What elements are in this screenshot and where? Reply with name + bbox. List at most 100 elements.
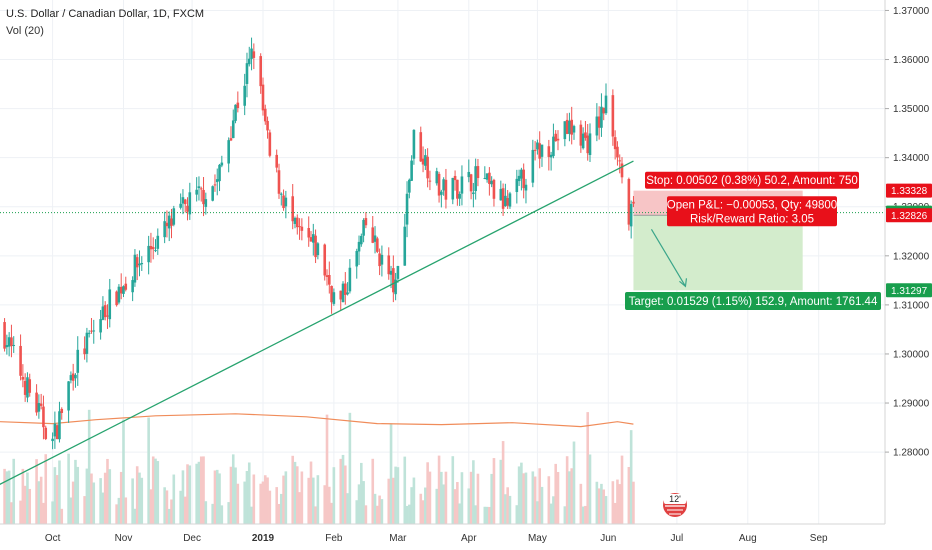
- volume-bar: [170, 499, 173, 524]
- volume-bar: [99, 478, 102, 524]
- volume-bar: [259, 483, 262, 524]
- candle-body: [613, 137, 617, 150]
- trendline[interactable]: [0, 160, 634, 489]
- volume-bar: [23, 485, 27, 524]
- candle-body: [67, 381, 70, 411]
- candle-body: [106, 315, 109, 317]
- snapshot-logo[interactable]: 12': [663, 493, 687, 517]
- volume-bar: [60, 508, 64, 524]
- volume-bar: [515, 505, 519, 524]
- candle-body: [460, 176, 464, 194]
- candle-body: [71, 373, 75, 381]
- volume-bar: [328, 486, 331, 524]
- candle-body: [167, 215, 171, 229]
- volume-bar: [245, 470, 249, 524]
- volume-bar: [311, 477, 315, 524]
- volume-bar: [21, 468, 25, 524]
- volume-bar: [42, 502, 45, 524]
- candle-body: [245, 63, 249, 84]
- candle-body: [252, 51, 256, 58]
- candle-body: [378, 253, 381, 267]
- open-pl-box[interactable]: Open P&L: −0.00053, Qty: 49800 Risk/Rewa…: [667, 196, 837, 227]
- candle-body: [7, 337, 11, 347]
- volume-bar: [579, 483, 583, 524]
- candle-body: [298, 226, 301, 228]
- stop-label-box[interactable]: Stop: 0.00502 (0.38%) 50.2, Amount: 750: [645, 171, 859, 189]
- candle-body: [408, 179, 411, 193]
- volume-bar: [103, 472, 107, 524]
- candle-body: [231, 120, 235, 139]
- volume-bar: [357, 484, 361, 524]
- candle-body: [220, 162, 224, 166]
- volume-bar: [10, 502, 13, 524]
- candle-body: [451, 177, 455, 200]
- volume-bar: [389, 423, 393, 524]
- time-tick-label: Oct: [45, 533, 61, 544]
- price-tick-label: 1.36000: [893, 55, 930, 66]
- candle-body: [458, 193, 461, 199]
- candle-body: [536, 142, 539, 150]
- candle-body: [186, 205, 189, 212]
- candle-body: [74, 374, 77, 379]
- volume-bar: [428, 471, 432, 524]
- candle-body: [604, 95, 608, 114]
- volume-bar: [588, 454, 592, 524]
- candle-body: [520, 169, 523, 179]
- time-axis[interactable]: Oct Nov Dec 2019 Feb Mar Apr May Jun Jul Aug Sep: [45, 533, 828, 544]
- volume-bar: [291, 455, 295, 524]
- candle-body: [215, 179, 219, 183]
- candle-body: [10, 337, 13, 347]
- candle-body: [476, 166, 480, 179]
- candle-body: [117, 286, 121, 303]
- candle-body: [572, 126, 576, 133]
- time-tick-label: Sep: [810, 533, 828, 544]
- time-tick-label: May: [528, 533, 547, 544]
- candle-body: [282, 195, 285, 209]
- volume-bar: [474, 505, 477, 524]
- candle-body: [131, 280, 134, 293]
- price-tag: [886, 208, 932, 223]
- candle-body: [211, 186, 214, 201]
- candle-body: [588, 133, 592, 155]
- price-tick-label: 1.34000: [893, 153, 930, 164]
- candle-body: [37, 403, 41, 412]
- candle-body: [549, 154, 553, 158]
- volume-bar: [616, 479, 619, 524]
- candle-body: [362, 219, 365, 236]
- candle-body: [332, 292, 336, 304]
- candle-body: [149, 245, 153, 250]
- open-pl-label: Open P&L: −0.00053, Qty: 49800: [667, 199, 837, 211]
- volume-bar: [202, 456, 205, 524]
- volume-bar: [444, 471, 448, 524]
- volume-bar: [229, 466, 233, 524]
- candle-body: [492, 179, 496, 199]
- time-tick-label: Nov: [115, 533, 133, 544]
- candle-body: [629, 204, 633, 227]
- target-label-box[interactable]: Target: 0.01529 (1.15%) 152.9, Amount: 1…: [625, 291, 881, 310]
- volume-indicator-label[interactable]: Vol (20): [6, 25, 44, 37]
- volume-bar: [392, 477, 395, 524]
- volume-bar: [282, 475, 285, 524]
- price-axis[interactable]: 1.370001.360001.350001.340001.330001.320…: [885, 6, 930, 459]
- price-tick-label: 1.30000: [893, 349, 930, 360]
- volume-bar: [403, 456, 407, 524]
- volume-bar: [133, 508, 137, 524]
- candle-body: [392, 268, 395, 293]
- volume-bar: [547, 476, 551, 524]
- candle-body: [311, 234, 315, 243]
- volume-bar: [572, 441, 576, 524]
- candle-body: [581, 133, 585, 149]
- volume-bar: [517, 466, 521, 524]
- volume-bar: [131, 478, 134, 524]
- volume-bar: [405, 505, 409, 524]
- volume-bar: [355, 500, 359, 524]
- candle-body: [328, 275, 331, 285]
- candle-body: [183, 199, 187, 205]
- candle-body: [357, 241, 361, 252]
- candle-body: [579, 124, 583, 146]
- candle-body: [424, 155, 427, 166]
- volume-bar: [138, 472, 141, 524]
- symbol-title[interactable]: U.S. Dollar / Canadian Dollar, 1D, FXCM: [6, 8, 205, 20]
